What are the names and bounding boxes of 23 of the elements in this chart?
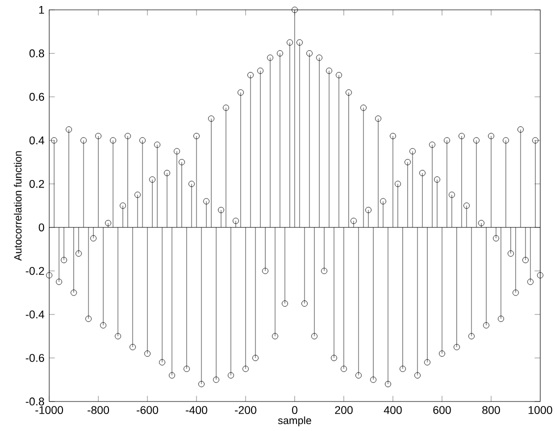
x-tick-label: 0: [292, 406, 298, 414]
x-tick-label: 600: [433, 406, 451, 414]
y-tick-label: -0.4: [26, 310, 44, 319]
y-tick-label: 0.8: [29, 50, 44, 58]
x-tick-label: -600: [136, 406, 158, 414]
y-tick-label: 0.2: [29, 180, 44, 188]
y-tick-label: -0.2: [26, 267, 44, 276]
x-tick-label: 1000: [528, 406, 552, 414]
x-tick-label: 200: [335, 406, 353, 414]
y-tick-label: 0: [38, 224, 44, 232]
x-tick-label: -1000: [35, 406, 64, 414]
x-axis-title: sample: [278, 416, 312, 426]
y-tick-label: -0.6: [26, 354, 44, 362]
y-tick-label: -0.8: [26, 398, 44, 406]
y-tick-label: 0.6: [29, 93, 44, 101]
x-tick-label: -800: [88, 406, 110, 414]
x-tick-label: 400: [384, 406, 402, 414]
x-tick-label: -200: [234, 406, 256, 414]
y-tick-label: 1: [39, 6, 44, 14]
y-axis-title: Autocorrelation function: [14, 151, 22, 261]
y-tick-label: 0.4: [29, 136, 44, 145]
x-tick-label: -400: [186, 406, 208, 414]
x-tick-label: 800: [482, 406, 500, 414]
